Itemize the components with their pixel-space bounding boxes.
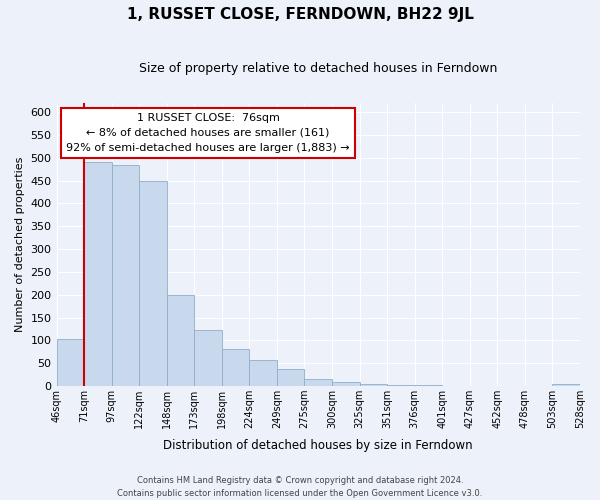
Bar — [250, 360, 277, 386]
Bar — [84, 162, 112, 386]
Bar — [112, 164, 139, 386]
Text: 1, RUSSET CLOSE, FERNDOWN, BH22 9JL: 1, RUSSET CLOSE, FERNDOWN, BH22 9JL — [127, 8, 473, 22]
Y-axis label: Number of detached properties: Number of detached properties — [15, 157, 25, 332]
Bar — [415, 385, 442, 386]
Bar — [304, 379, 332, 386]
Title: Size of property relative to detached houses in Ferndown: Size of property relative to detached ho… — [139, 62, 497, 76]
Bar — [194, 330, 222, 386]
Bar — [359, 384, 387, 386]
Bar — [387, 384, 415, 386]
Bar — [139, 180, 167, 386]
Bar — [56, 339, 84, 386]
Bar — [332, 382, 359, 386]
Bar — [222, 348, 250, 386]
Text: 1 RUSSET CLOSE:  76sqm
← 8% of detached houses are smaller (161)
92% of semi-det: 1 RUSSET CLOSE: 76sqm ← 8% of detached h… — [66, 113, 350, 152]
Bar — [167, 295, 194, 386]
Bar — [277, 369, 304, 386]
Text: Contains HM Land Registry data © Crown copyright and database right 2024.
Contai: Contains HM Land Registry data © Crown c… — [118, 476, 482, 498]
Bar — [553, 384, 580, 386]
X-axis label: Distribution of detached houses by size in Ferndown: Distribution of detached houses by size … — [163, 440, 473, 452]
